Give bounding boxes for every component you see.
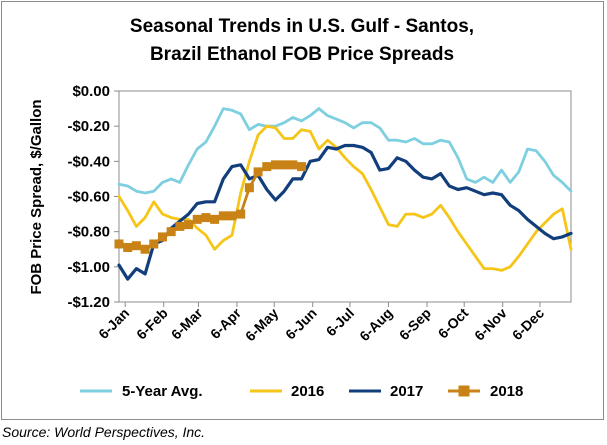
x-tick-label: 6-Apr — [207, 304, 245, 342]
chart-title-line-2: Brazil Ethanol FOB Price Spreads — [150, 44, 454, 65]
y-tick-label: -$0.60 — [67, 189, 110, 206]
legend-label-2017: 2017 — [390, 383, 423, 400]
y-axis-label: FOB Price Spread, $/Gallon — [28, 99, 45, 294]
series-line-5-year-avg — [117, 107, 573, 195]
series-point-2018 — [279, 160, 289, 170]
series-line-2017 — [117, 143, 573, 281]
series-point-2018 — [253, 167, 263, 177]
y-tick-label: -$0.20 — [67, 118, 110, 135]
series-point-2018 — [157, 232, 167, 242]
series-point-2018 — [184, 220, 194, 230]
series-point-2018 — [236, 209, 246, 219]
x-tick-label: 6-Dec — [509, 305, 547, 343]
chart-title-line-1: Seasonal Trends in U.S. Gulf - Santos, — [130, 16, 474, 37]
plot-area: $0.00 -$0.20 -$0.40 -$0.60 -$0.80 -$1.00 -$1.2… — [67, 83, 573, 345]
series-point-2018 — [218, 211, 228, 221]
x-tick-label: 6-May — [242, 305, 282, 345]
series-point-2018 — [175, 221, 185, 231]
series-point-2018 — [166, 227, 176, 237]
y-tick-label: -$1.00 — [67, 259, 110, 276]
x-tick-label: 6-Aug — [356, 305, 395, 344]
chart-frame — [1, 1, 604, 420]
x-tick-label: 6-Mar — [168, 304, 206, 342]
series-point-2018 — [131, 241, 141, 251]
series-point-2018 — [288, 160, 298, 170]
series-point-2018 — [244, 183, 254, 193]
legend: 5-Year Avg. 2016 2017 2018 — [80, 383, 523, 400]
series-point-2018 — [262, 162, 272, 172]
series-point-2018 — [140, 244, 150, 254]
y-tick-label: -$1.20 — [67, 294, 110, 311]
series-point-2018 — [123, 242, 133, 252]
x-tick-label: 6-Sep — [396, 305, 434, 343]
series-point-2018 — [149, 239, 159, 249]
series-point-2018 — [114, 239, 124, 249]
x-tick-label: 6-Jul — [323, 305, 357, 339]
x-tick-label: 6-Feb — [133, 305, 171, 343]
series-point-2018 — [297, 162, 307, 172]
x-tick-label: 6-Nov — [471, 305, 510, 344]
y-tick-label: $0.00 — [72, 83, 110, 100]
series-line-2016 — [117, 124, 573, 272]
series-line-2018 — [117, 163, 303, 251]
source-note: Source: World Perspectives, Inc. — [2, 424, 206, 440]
y-tick-label: -$0.40 — [67, 153, 110, 170]
legend-label-5-year-avg: 5-Year Avg. — [122, 383, 203, 400]
series-point-2018 — [192, 214, 202, 224]
series-point-2018 — [227, 211, 237, 221]
series-point-2018 — [270, 160, 280, 170]
series-point-2018 — [210, 214, 220, 224]
series-point-2018 — [201, 213, 211, 223]
legend-label-2016: 2016 — [291, 383, 324, 400]
legend-marker-2018 — [458, 385, 470, 397]
y-tick-label: -$0.80 — [67, 224, 110, 241]
x-tick-label: 6-Jun — [282, 305, 320, 343]
legend-label-2018: 2018 — [490, 383, 523, 400]
x-tick-label: 6-Oct — [435, 305, 472, 342]
